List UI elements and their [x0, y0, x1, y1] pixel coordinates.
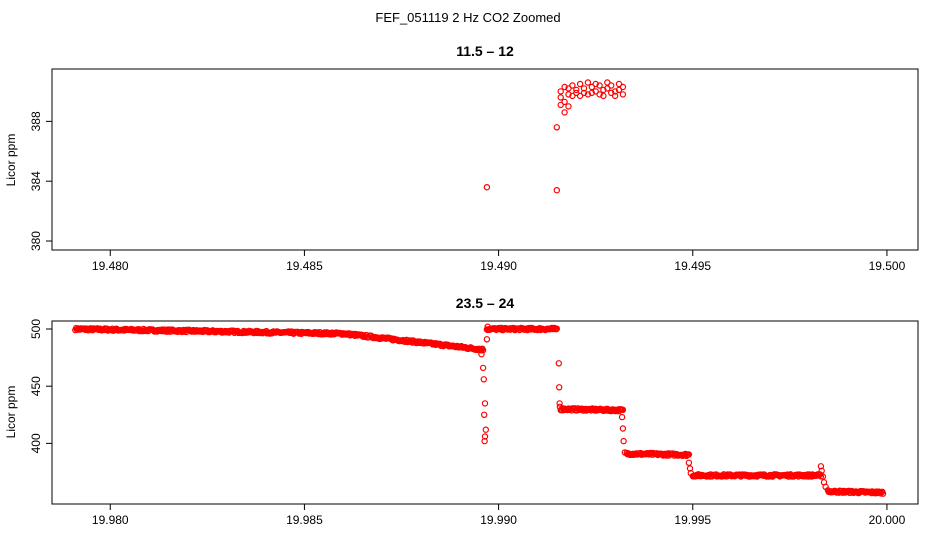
data-point [819, 473, 827, 480]
data-point [596, 82, 603, 89]
data-point [580, 89, 588, 97]
data-point [556, 403, 564, 410]
data-point [569, 92, 576, 100]
data-point [556, 400, 563, 407]
data-point [556, 384, 563, 391]
data-point [824, 487, 832, 494]
data-point [481, 411, 488, 418]
y-tick-label: 388 [29, 111, 43, 131]
data-point [561, 109, 568, 116]
figure-title: FEF_051119 2 Hz CO2 Zoomed [375, 10, 560, 25]
data-point [553, 325, 561, 332]
data-point [483, 336, 491, 343]
x-tick-label: 19.990 [480, 513, 517, 527]
data-point [879, 490, 887, 497]
panel-bottom-ylabel: Licor ppm [4, 386, 18, 439]
data-point [481, 400, 489, 407]
data-point [620, 437, 627, 445]
x-tick-label: 19.980 [92, 513, 129, 527]
panel-top-y-axis: 380 384 388 [29, 111, 52, 251]
panel-bottom-points [72, 323, 887, 497]
y-tick-label: 500 [29, 319, 43, 339]
panel-top: 11.5 – 12 Licor ppm 19.480 19.485 19.490 19… [4, 43, 919, 273]
panel-top-points [483, 79, 627, 194]
x-tick-label: 19.985 [286, 513, 323, 527]
data-point [576, 92, 584, 100]
data-point [561, 83, 568, 91]
data-point [818, 467, 825, 474]
panel-bottom: 23.5 – 24 Licor ppm 19.980 19.985 19.990 19… [4, 295, 919, 527]
data-point [687, 469, 695, 477]
data-point [600, 86, 607, 94]
data-point [592, 88, 599, 95]
data-point [561, 98, 568, 106]
data-point [557, 101, 564, 109]
data-point [608, 82, 615, 89]
data-point [569, 82, 576, 89]
data-point [588, 83, 596, 91]
x-tick-label: 19.500 [869, 259, 906, 273]
data-point [615, 80, 623, 88]
data-point [483, 183, 491, 191]
data-point [621, 449, 629, 456]
y-tick-label: 400 [29, 433, 43, 453]
panel-top-plot-box [51, 68, 919, 251]
data-point [685, 459, 693, 466]
data-point [484, 323, 491, 330]
data-point [565, 103, 572, 110]
data-point [555, 360, 563, 367]
panel-top-ylabel: Licor ppm [4, 134, 18, 187]
panel-bottom-y-axis: 400 450 500 [29, 319, 52, 453]
data-point [553, 124, 561, 131]
data-point [619, 91, 627, 98]
data-point [576, 80, 584, 88]
data-point [611, 92, 619, 100]
panel-bottom-plot-box [51, 320, 919, 505]
x-tick-label: 19.495 [674, 259, 711, 273]
data-point [584, 91, 592, 98]
data-point [557, 88, 564, 95]
data-point [604, 79, 611, 86]
panel-top-x-axis: 19.480 19.485 19.490 19.495 19.500 [92, 250, 906, 273]
panel-bottom-title: 23.5 – 24 [456, 295, 515, 311]
data-point [618, 413, 626, 421]
data-point [619, 83, 627, 91]
data-point [478, 351, 485, 358]
data-point [584, 79, 592, 86]
x-tick-label: 19.490 [480, 259, 517, 273]
x-tick-label: 19.480 [92, 259, 129, 273]
data-point [479, 364, 487, 372]
data-point [481, 437, 488, 445]
data-point [619, 425, 627, 432]
data-point [685, 451, 693, 458]
data-point [557, 94, 564, 101]
data-point [565, 91, 572, 98]
x-tick-label: 19.995 [674, 513, 711, 527]
data-point [596, 91, 603, 98]
panel-bottom-x-axis: 19.980 19.985 19.990 19.995 20.000 [92, 504, 906, 527]
data-point [588, 89, 596, 97]
data-point [580, 85, 588, 92]
data-point [619, 406, 627, 413]
y-tick-label: 380 [29, 231, 43, 251]
y-tick-label: 384 [29, 171, 43, 191]
x-tick-label: 20.000 [869, 513, 906, 527]
data-point [600, 92, 607, 100]
data-point [482, 426, 489, 433]
data-point [608, 89, 615, 97]
data-point [573, 86, 580, 94]
x-tick-label: 19.485 [286, 259, 323, 273]
panel-top-title: 11.5 – 12 [456, 43, 514, 59]
data-point [573, 89, 580, 97]
data-point [611, 88, 619, 95]
y-tick-label: 450 [29, 376, 43, 396]
data-point [553, 186, 561, 194]
data-point [592, 80, 599, 88]
data-point [480, 376, 487, 383]
